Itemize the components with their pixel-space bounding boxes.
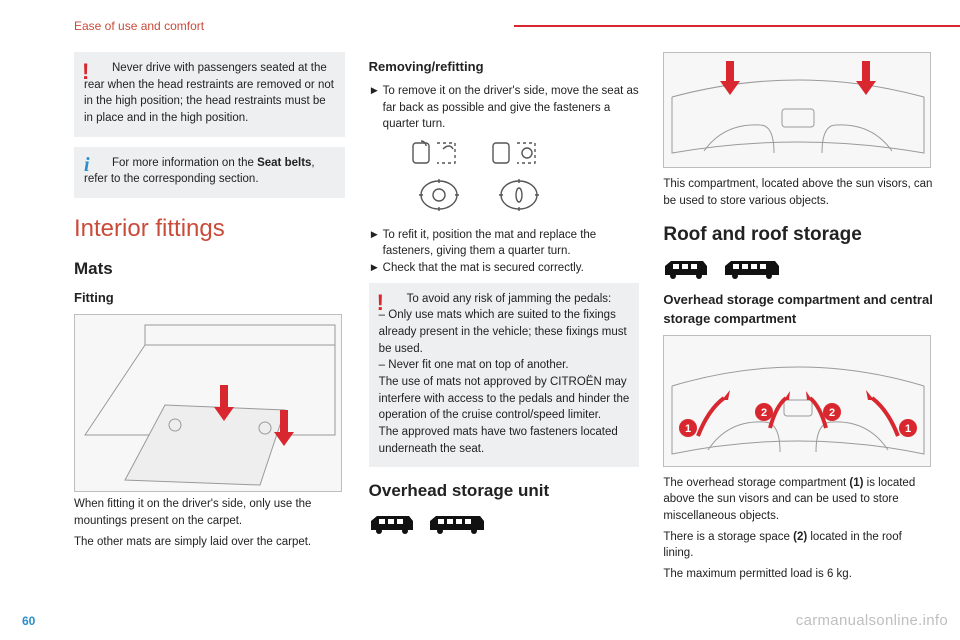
mat-illustration bbox=[75, 315, 342, 492]
watermark: carmanualsonline.info bbox=[796, 610, 948, 632]
van-short-icon bbox=[663, 257, 709, 281]
svg-text:1: 1 bbox=[685, 423, 691, 435]
heading-interior-fittings: Interior fittings bbox=[74, 212, 345, 247]
heading-overhead-compartment: Overhead storage compartment and central… bbox=[663, 291, 934, 329]
overhead-unit-illustration bbox=[664, 53, 931, 168]
heading-mats: Mats bbox=[74, 257, 345, 282]
bullet-remove: ► To remove it on the driver's side, mov… bbox=[369, 83, 640, 133]
info-text: For more information on the Seat belts, … bbox=[84, 155, 335, 188]
mat-fitting-p1: When fitting it on the driver's side, on… bbox=[74, 496, 345, 529]
van-long-icon bbox=[723, 257, 781, 281]
heading-fitting: Fitting bbox=[74, 289, 345, 308]
column-2: Removing/refitting ► To remove it on the… bbox=[369, 52, 640, 587]
svg-text:1: 1 bbox=[905, 423, 911, 435]
warning-text: Never drive with passengers seated at th… bbox=[84, 60, 335, 127]
bullet-refit: ► To refit it, position the mat and repl… bbox=[369, 227, 640, 260]
heading-roof-storage: Roof and roof storage bbox=[663, 221, 934, 249]
roof-p3: There is a storage space (2) located in … bbox=[663, 529, 934, 562]
triangle-icon: ► bbox=[369, 227, 383, 260]
warning-note-headrest: Never drive with passengers seated at th… bbox=[74, 52, 345, 137]
figure-roof-storage: 1 2 2 1 bbox=[663, 335, 931, 467]
heading-overhead-storage-unit: Overhead storage unit bbox=[369, 479, 640, 504]
header-rule bbox=[514, 25, 960, 27]
van-icons-row bbox=[369, 512, 640, 536]
bullet-check: ► Check that the mat is secured correctl… bbox=[369, 260, 640, 277]
triangle-icon: ► bbox=[369, 260, 383, 277]
triangle-icon: ► bbox=[369, 83, 383, 133]
figure-mat-fitting bbox=[74, 314, 342, 492]
fastener-illustration bbox=[409, 139, 559, 213]
van-long-icon bbox=[428, 512, 486, 536]
page: Ease of use and comfort Never drive with… bbox=[0, 0, 960, 640]
overhead-unit-p: This compartment, located above the sun … bbox=[663, 176, 934, 209]
header: Ease of use and comfort bbox=[74, 18, 960, 34]
van-icons-row-2 bbox=[663, 257, 934, 281]
column-1: Never drive with passengers seated at th… bbox=[74, 52, 345, 587]
breadcrumb: Ease of use and comfort bbox=[74, 19, 204, 33]
info-note-seatbelts: For more information on the Seat belts, … bbox=[74, 147, 345, 198]
svg-text:2: 2 bbox=[761, 407, 767, 419]
heading-removing-refitting: Removing/refitting bbox=[369, 58, 640, 77]
warning-note-mats: To avoid any risk of jamming the pedals:… bbox=[369, 283, 640, 468]
roof-storage-illustration: 1 2 2 1 bbox=[664, 336, 931, 467]
columns: Never drive with passengers seated at th… bbox=[74, 52, 934, 587]
van-short-icon bbox=[369, 512, 415, 536]
svg-text:2: 2 bbox=[829, 407, 835, 419]
column-3: This compartment, located above the sun … bbox=[663, 52, 934, 587]
mat-fitting-p2: The other mats are simply laid over the … bbox=[74, 534, 345, 551]
roof-p4: The maximum permitted load is 6 kg. bbox=[663, 566, 934, 583]
page-number: 60 bbox=[22, 613, 35, 630]
figure-overhead-unit bbox=[663, 52, 931, 168]
roof-p2: The overhead storage compartment (1) is … bbox=[663, 475, 934, 525]
figure-fastener-icons bbox=[369, 133, 640, 227]
